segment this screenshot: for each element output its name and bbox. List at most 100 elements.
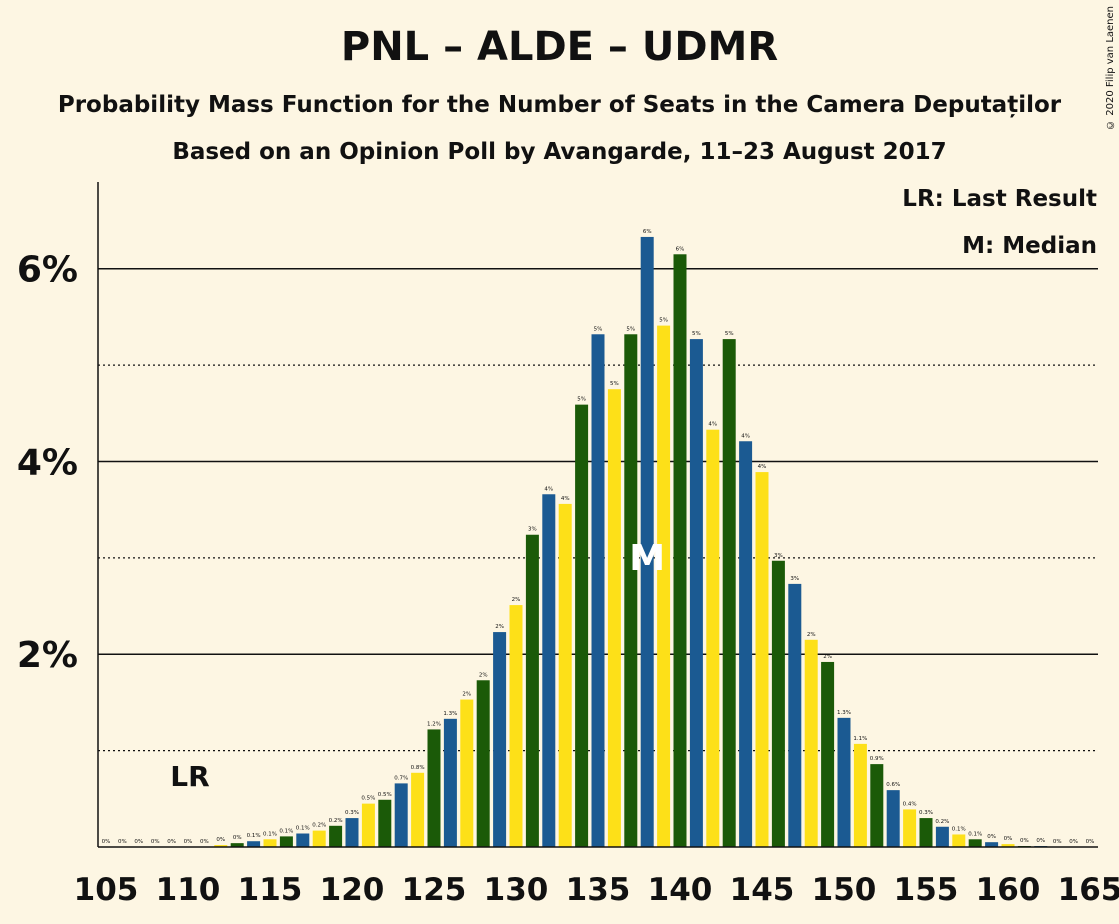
bar-157 bbox=[952, 834, 966, 847]
bar-label-125: 1.2% bbox=[427, 721, 441, 727]
bar-125 bbox=[427, 729, 441, 847]
bar-label-138: 6% bbox=[643, 229, 652, 235]
bar-152 bbox=[870, 764, 884, 847]
x-tick-label: 165 bbox=[1058, 872, 1119, 908]
bar-label-130: 2% bbox=[512, 597, 521, 603]
bar-127 bbox=[460, 699, 474, 847]
bar-159 bbox=[985, 842, 999, 847]
bar-label-133: 4% bbox=[561, 496, 570, 502]
bar-label-114: 0.1% bbox=[247, 833, 261, 839]
bar-123 bbox=[394, 783, 408, 847]
bar-label-150: 1.3% bbox=[837, 710, 851, 716]
bar-label-119: 0.2% bbox=[329, 818, 343, 824]
bar-113 bbox=[230, 843, 244, 847]
x-tick-label: 120 bbox=[320, 872, 385, 908]
y-tick-label: 4% bbox=[17, 442, 78, 483]
bar-160 bbox=[1001, 844, 1015, 847]
bar-label-146: 3% bbox=[774, 553, 783, 559]
x-tick-label: 125 bbox=[402, 872, 467, 908]
bar-label-116: 0.1% bbox=[279, 828, 293, 834]
bar-136 bbox=[607, 389, 621, 847]
bar-label-147: 3% bbox=[790, 576, 799, 582]
bar-147 bbox=[788, 583, 802, 847]
bar-140 bbox=[673, 254, 687, 848]
bar-label-122: 0.5% bbox=[378, 792, 392, 798]
bar-134 bbox=[575, 404, 589, 847]
bar-label-143: 5% bbox=[725, 331, 734, 337]
bar-label-107: 0% bbox=[134, 839, 143, 845]
bar-label-164: 0% bbox=[1069, 839, 1078, 845]
y-tick-label: 2% bbox=[17, 635, 78, 676]
bar-label-108: 0% bbox=[151, 839, 160, 845]
bar-120 bbox=[345, 818, 359, 847]
bar-133 bbox=[558, 503, 572, 847]
bar-label-154: 0.4% bbox=[903, 801, 917, 807]
x-tick-label: 115 bbox=[238, 872, 303, 908]
bar-121 bbox=[361, 803, 375, 847]
bar-label-161: 0% bbox=[1020, 838, 1029, 844]
bar-label-123: 0.7% bbox=[394, 775, 408, 781]
x-tick-label: 145 bbox=[730, 872, 795, 908]
x-tick-label: 130 bbox=[484, 872, 549, 908]
bar-144 bbox=[739, 441, 753, 847]
bar-label-106: 0% bbox=[118, 839, 127, 845]
bar-label-128: 2% bbox=[479, 672, 488, 678]
legend-last-result: LR: Last Result bbox=[902, 186, 1097, 212]
bar-label-157: 0.1% bbox=[952, 826, 966, 832]
bar-label-155: 0.3% bbox=[919, 810, 933, 816]
bar-label-132: 4% bbox=[544, 486, 553, 492]
bar-label-129: 2% bbox=[495, 624, 504, 630]
bar-label-149: 2% bbox=[823, 654, 832, 660]
bar-label-113: 0% bbox=[233, 835, 242, 841]
bar-137 bbox=[624, 334, 638, 847]
bar-155 bbox=[919, 818, 933, 847]
y-tick-label: 6% bbox=[17, 250, 78, 291]
bar-126 bbox=[443, 718, 457, 847]
chart-subtitle: Probability Mass Function for the Number… bbox=[57, 92, 1062, 118]
bar-154 bbox=[903, 809, 917, 847]
bar-117 bbox=[296, 833, 310, 847]
bar-label-145: 4% bbox=[758, 464, 767, 470]
bar-158 bbox=[968, 839, 982, 847]
bar-112 bbox=[214, 845, 228, 847]
bar-131 bbox=[525, 534, 539, 847]
bar-label-105: 0% bbox=[102, 839, 111, 845]
bar-141 bbox=[689, 339, 703, 847]
last-result-marker: LR bbox=[170, 760, 209, 793]
median-marker: M bbox=[629, 538, 665, 579]
bar-122 bbox=[378, 799, 392, 847]
bar-146 bbox=[771, 560, 785, 847]
bar-132 bbox=[542, 494, 556, 847]
bar-label-151: 1.1% bbox=[853, 736, 867, 742]
bar-label-109: 0% bbox=[167, 839, 176, 845]
bar-129 bbox=[493, 632, 507, 847]
bar-label-121: 0.5% bbox=[361, 796, 375, 802]
bar-143 bbox=[722, 339, 736, 847]
bar-124 bbox=[411, 772, 425, 847]
bar-114 bbox=[247, 841, 261, 847]
bar-label-162: 0% bbox=[1036, 838, 1045, 844]
x-tick-label: 110 bbox=[156, 872, 221, 908]
bar-label-156: 0.2% bbox=[935, 819, 949, 825]
bar-label-111: 0% bbox=[200, 839, 209, 845]
bar-label-144: 4% bbox=[741, 433, 750, 439]
legend-median: M: Median bbox=[962, 233, 1097, 259]
bar-label-124: 0.8% bbox=[411, 765, 425, 771]
bar-label-120: 0.3% bbox=[345, 810, 359, 816]
bar-115 bbox=[263, 839, 277, 847]
bar-label-159: 0% bbox=[987, 834, 996, 840]
chart-title: PNL – ALDE – UDMR bbox=[340, 24, 779, 70]
x-tick-label: 105 bbox=[74, 872, 139, 908]
bar-139 bbox=[657, 325, 671, 847]
bar-116 bbox=[279, 836, 293, 847]
bar-153 bbox=[886, 790, 900, 847]
bar-148 bbox=[804, 639, 818, 847]
bar-label-158: 0.1% bbox=[968, 831, 982, 837]
bar-118 bbox=[312, 830, 326, 847]
bar-149 bbox=[821, 661, 835, 847]
bar-label-165: 0% bbox=[1086, 839, 1095, 845]
bar-label-131: 3% bbox=[528, 527, 537, 533]
bar-145 bbox=[755, 472, 769, 847]
bar-label-135: 5% bbox=[594, 326, 603, 332]
bar-label-112: 0% bbox=[216, 837, 225, 843]
